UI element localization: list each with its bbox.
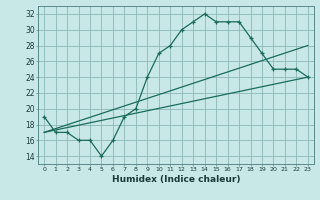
X-axis label: Humidex (Indice chaleur): Humidex (Indice chaleur) [112,175,240,184]
